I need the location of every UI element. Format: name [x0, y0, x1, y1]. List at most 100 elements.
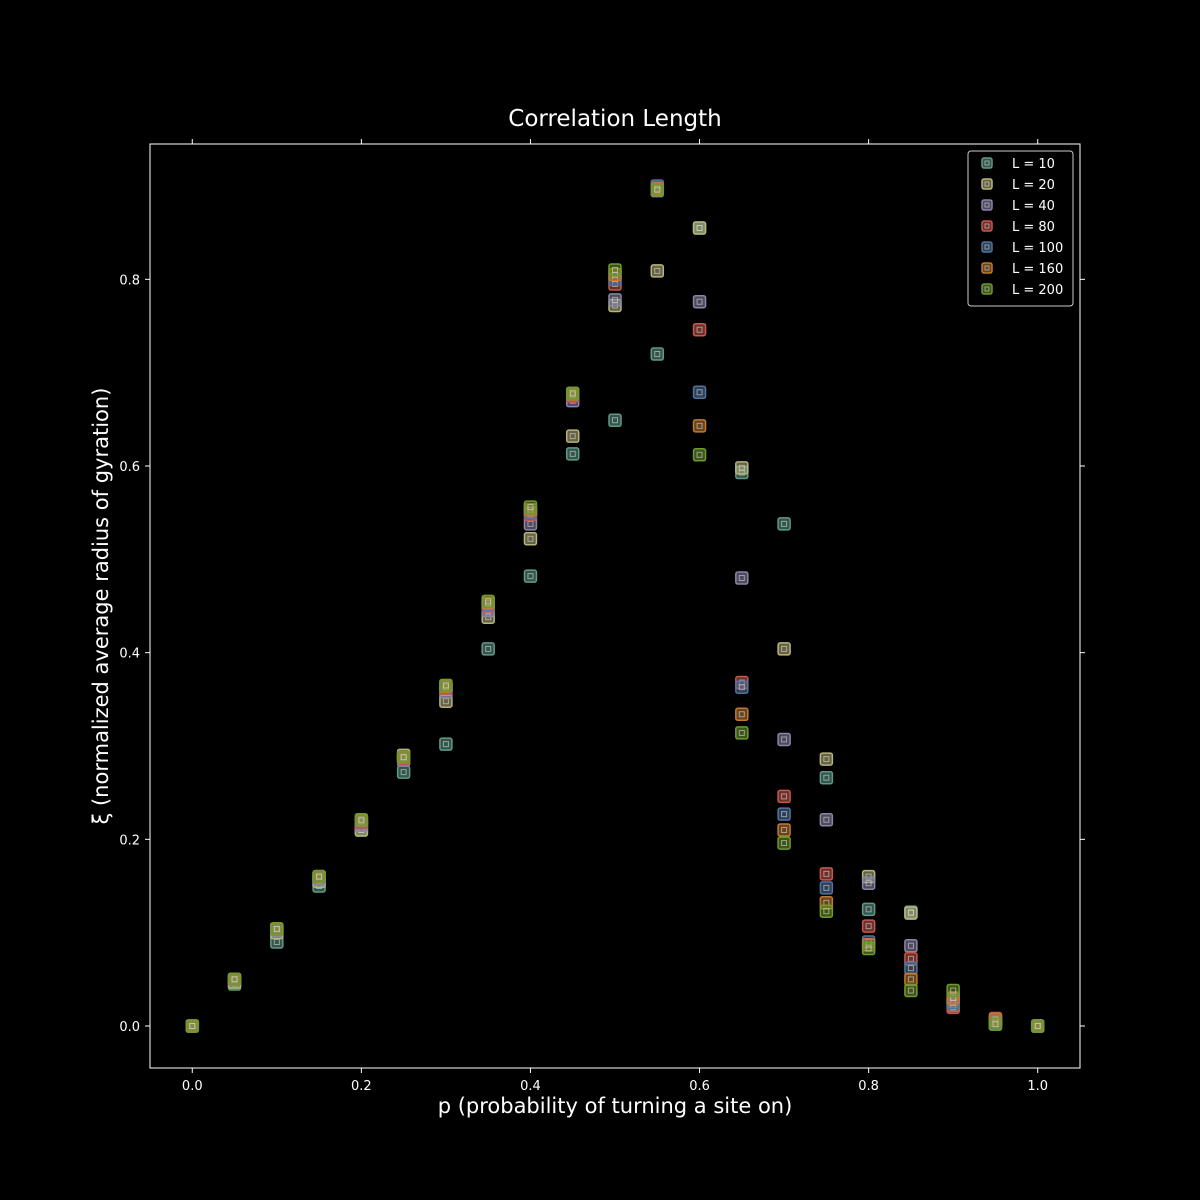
data-point [735, 680, 749, 694]
legend-marker [981, 283, 993, 295]
data-point [692, 448, 707, 462]
data-point [270, 922, 284, 936]
legend-marker [981, 157, 993, 169]
point-marker-inner [654, 186, 661, 193]
data-point [439, 737, 453, 751]
legend-item: L = 80 [981, 220, 1055, 235]
data-point [777, 517, 791, 531]
data-point [819, 904, 834, 918]
data-point [396, 765, 411, 779]
point-marker-inner [358, 816, 365, 823]
legend-label: L = 160 [1012, 262, 1063, 277]
point-marker-inner [823, 908, 830, 915]
legend-item: L = 100 [981, 241, 1063, 256]
point-marker-inner [442, 682, 449, 689]
legend-item: L = 200 [981, 283, 1063, 298]
point-marker-inner [654, 267, 661, 274]
data-point [565, 386, 580, 400]
point-marker-inner [696, 298, 703, 305]
point-marker [481, 642, 495, 656]
data-point [650, 347, 665, 361]
data-point [861, 941, 876, 956]
point-marker [735, 680, 749, 694]
point-marker [396, 765, 411, 779]
point-marker-inner [654, 351, 661, 357]
data-point [735, 461, 749, 475]
y-tick-label: 0.4 [119, 647, 140, 662]
point-marker [861, 876, 876, 890]
point-marker [904, 961, 918, 975]
legend-item: L = 160 [981, 262, 1063, 277]
point-marker [777, 823, 791, 837]
data-point [777, 789, 791, 804]
point-marker [861, 919, 876, 933]
legend-label: L = 40 [1012, 199, 1055, 214]
point-marker [904, 983, 918, 998]
data-point [608, 413, 622, 428]
data-point [988, 1017, 1003, 1031]
point-marker-inner [527, 573, 534, 580]
point-marker-inner [569, 450, 576, 457]
legend-marker-inner [984, 244, 990, 250]
point-marker [819, 904, 834, 918]
point-marker-inner [738, 684, 745, 691]
point-marker-inner [442, 741, 449, 748]
point-marker-inner [738, 464, 745, 471]
legend-marker-inner [984, 223, 990, 229]
legend-item: L = 40 [981, 199, 1055, 214]
point-marker [819, 770, 834, 785]
point-marker [692, 294, 707, 309]
point-marker-inner [231, 976, 238, 983]
point-marker-inner [823, 870, 830, 877]
point-marker [692, 385, 707, 400]
data-point [608, 293, 622, 307]
legend-marker-inner [984, 202, 990, 208]
y-tick-label: 0.0 [119, 1020, 140, 1035]
point-marker-inner [612, 417, 618, 424]
point-marker [481, 594, 495, 609]
legend-label: L = 10 [1012, 157, 1055, 172]
point-marker-inner [527, 504, 534, 511]
point-marker-inner [781, 840, 788, 847]
point-marker-inner [907, 965, 914, 972]
point-marker [777, 836, 791, 850]
point-marker-inner [696, 451, 703, 458]
point-marker [735, 571, 749, 585]
point-marker-inner [569, 433, 576, 440]
point-marker-inner [400, 769, 407, 776]
legend-label: L = 20 [1012, 178, 1055, 193]
data-point [692, 419, 707, 433]
point-marker-inner [696, 422, 703, 429]
x-tick-label: 0.6 [689, 1079, 710, 1094]
y-axis-label: ξ (normalized average radius of gyration… [89, 388, 113, 825]
point-marker-inner [696, 389, 703, 396]
point-marker [565, 447, 580, 461]
axis-ticks: 0.0 0.2 0.4 0.6 0.8 1.0 0.0 0.2 0.4 0.6 0.8 [119, 139, 1085, 1094]
point-marker-inner [485, 645, 492, 652]
point-marker [608, 293, 622, 307]
point-marker-inner [907, 955, 914, 962]
point-marker-inner [823, 884, 830, 891]
legend-marker-inner [984, 286, 990, 292]
legend-marker-inner [984, 265, 990, 271]
data-point [735, 726, 749, 740]
data-point [904, 983, 918, 998]
point-marker [819, 881, 834, 895]
legend-label: L = 80 [1012, 220, 1055, 235]
point-marker-inner [992, 1021, 999, 1028]
point-marker-inner [1034, 1023, 1041, 1029]
point-marker-inner [189, 1023, 196, 1029]
point-marker [777, 642, 791, 656]
data-point [777, 732, 791, 747]
point-marker-inner [950, 987, 957, 994]
data-point [523, 500, 538, 514]
point-marker-inner [907, 976, 914, 983]
point-marker [565, 429, 580, 443]
point-marker [735, 707, 749, 722]
point-marker-inner [612, 296, 618, 303]
data-point [692, 385, 707, 400]
data-point [185, 1019, 200, 1033]
data-point [692, 322, 707, 337]
point-marker [565, 386, 580, 400]
point-marker-inner [273, 939, 280, 945]
